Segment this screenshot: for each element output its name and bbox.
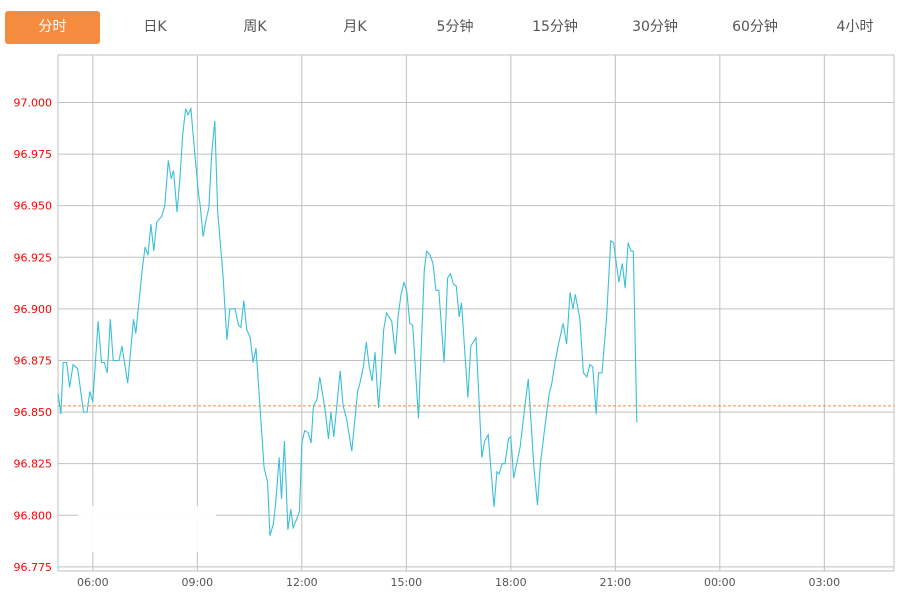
period-tabs: 分时 日K 周K 月K 5分钟 15分钟 30分钟 60分钟 4小时	[5, 11, 905, 44]
x-tick-label: 00:00	[704, 576, 736, 589]
x-tick-label: 06:00	[77, 576, 109, 589]
y-tick-label: 96.825	[14, 458, 53, 471]
watermark	[78, 506, 216, 552]
y-tick-label: 96.900	[14, 303, 53, 316]
y-tick-label: 96.950	[14, 200, 53, 213]
x-tick-label: 12:00	[286, 576, 318, 589]
plot-frame	[57, 54, 895, 572]
tab-monthly-k[interactable]: 月K	[343, 19, 367, 35]
x-tick-label: 15:00	[390, 576, 422, 589]
y-tick-label: 96.925	[14, 251, 53, 264]
tab-weekly-k[interactable]: 周K	[243, 19, 267, 35]
tab-intraday[interactable]: 分时	[5, 11, 100, 44]
y-tick-label: 97.000	[14, 96, 53, 109]
x-tick-label: 21:00	[599, 576, 631, 589]
x-tick-label: 18:00	[495, 576, 527, 589]
y-tick-label: 96.800	[14, 509, 53, 522]
tab-15min[interactable]: 15分钟	[532, 19, 578, 35]
tab-4hour[interactable]: 4小时	[836, 19, 874, 35]
tab-30min[interactable]: 30分钟	[632, 19, 678, 35]
y-tick-label: 96.850	[14, 406, 53, 419]
x-tick-label: 03:00	[808, 576, 840, 589]
tab-5min[interactable]: 5分钟	[436, 19, 474, 35]
y-tick-label: 96.975	[14, 148, 53, 161]
tab-daily-k[interactable]: 日K	[143, 19, 167, 35]
y-tick-label: 96.875	[14, 354, 53, 367]
price-line	[57, 106, 638, 537]
tab-60min[interactable]: 60分钟	[732, 19, 778, 35]
x-tick-label: 09:00	[181, 576, 213, 589]
y-tick-label: 96.775	[14, 561, 53, 574]
